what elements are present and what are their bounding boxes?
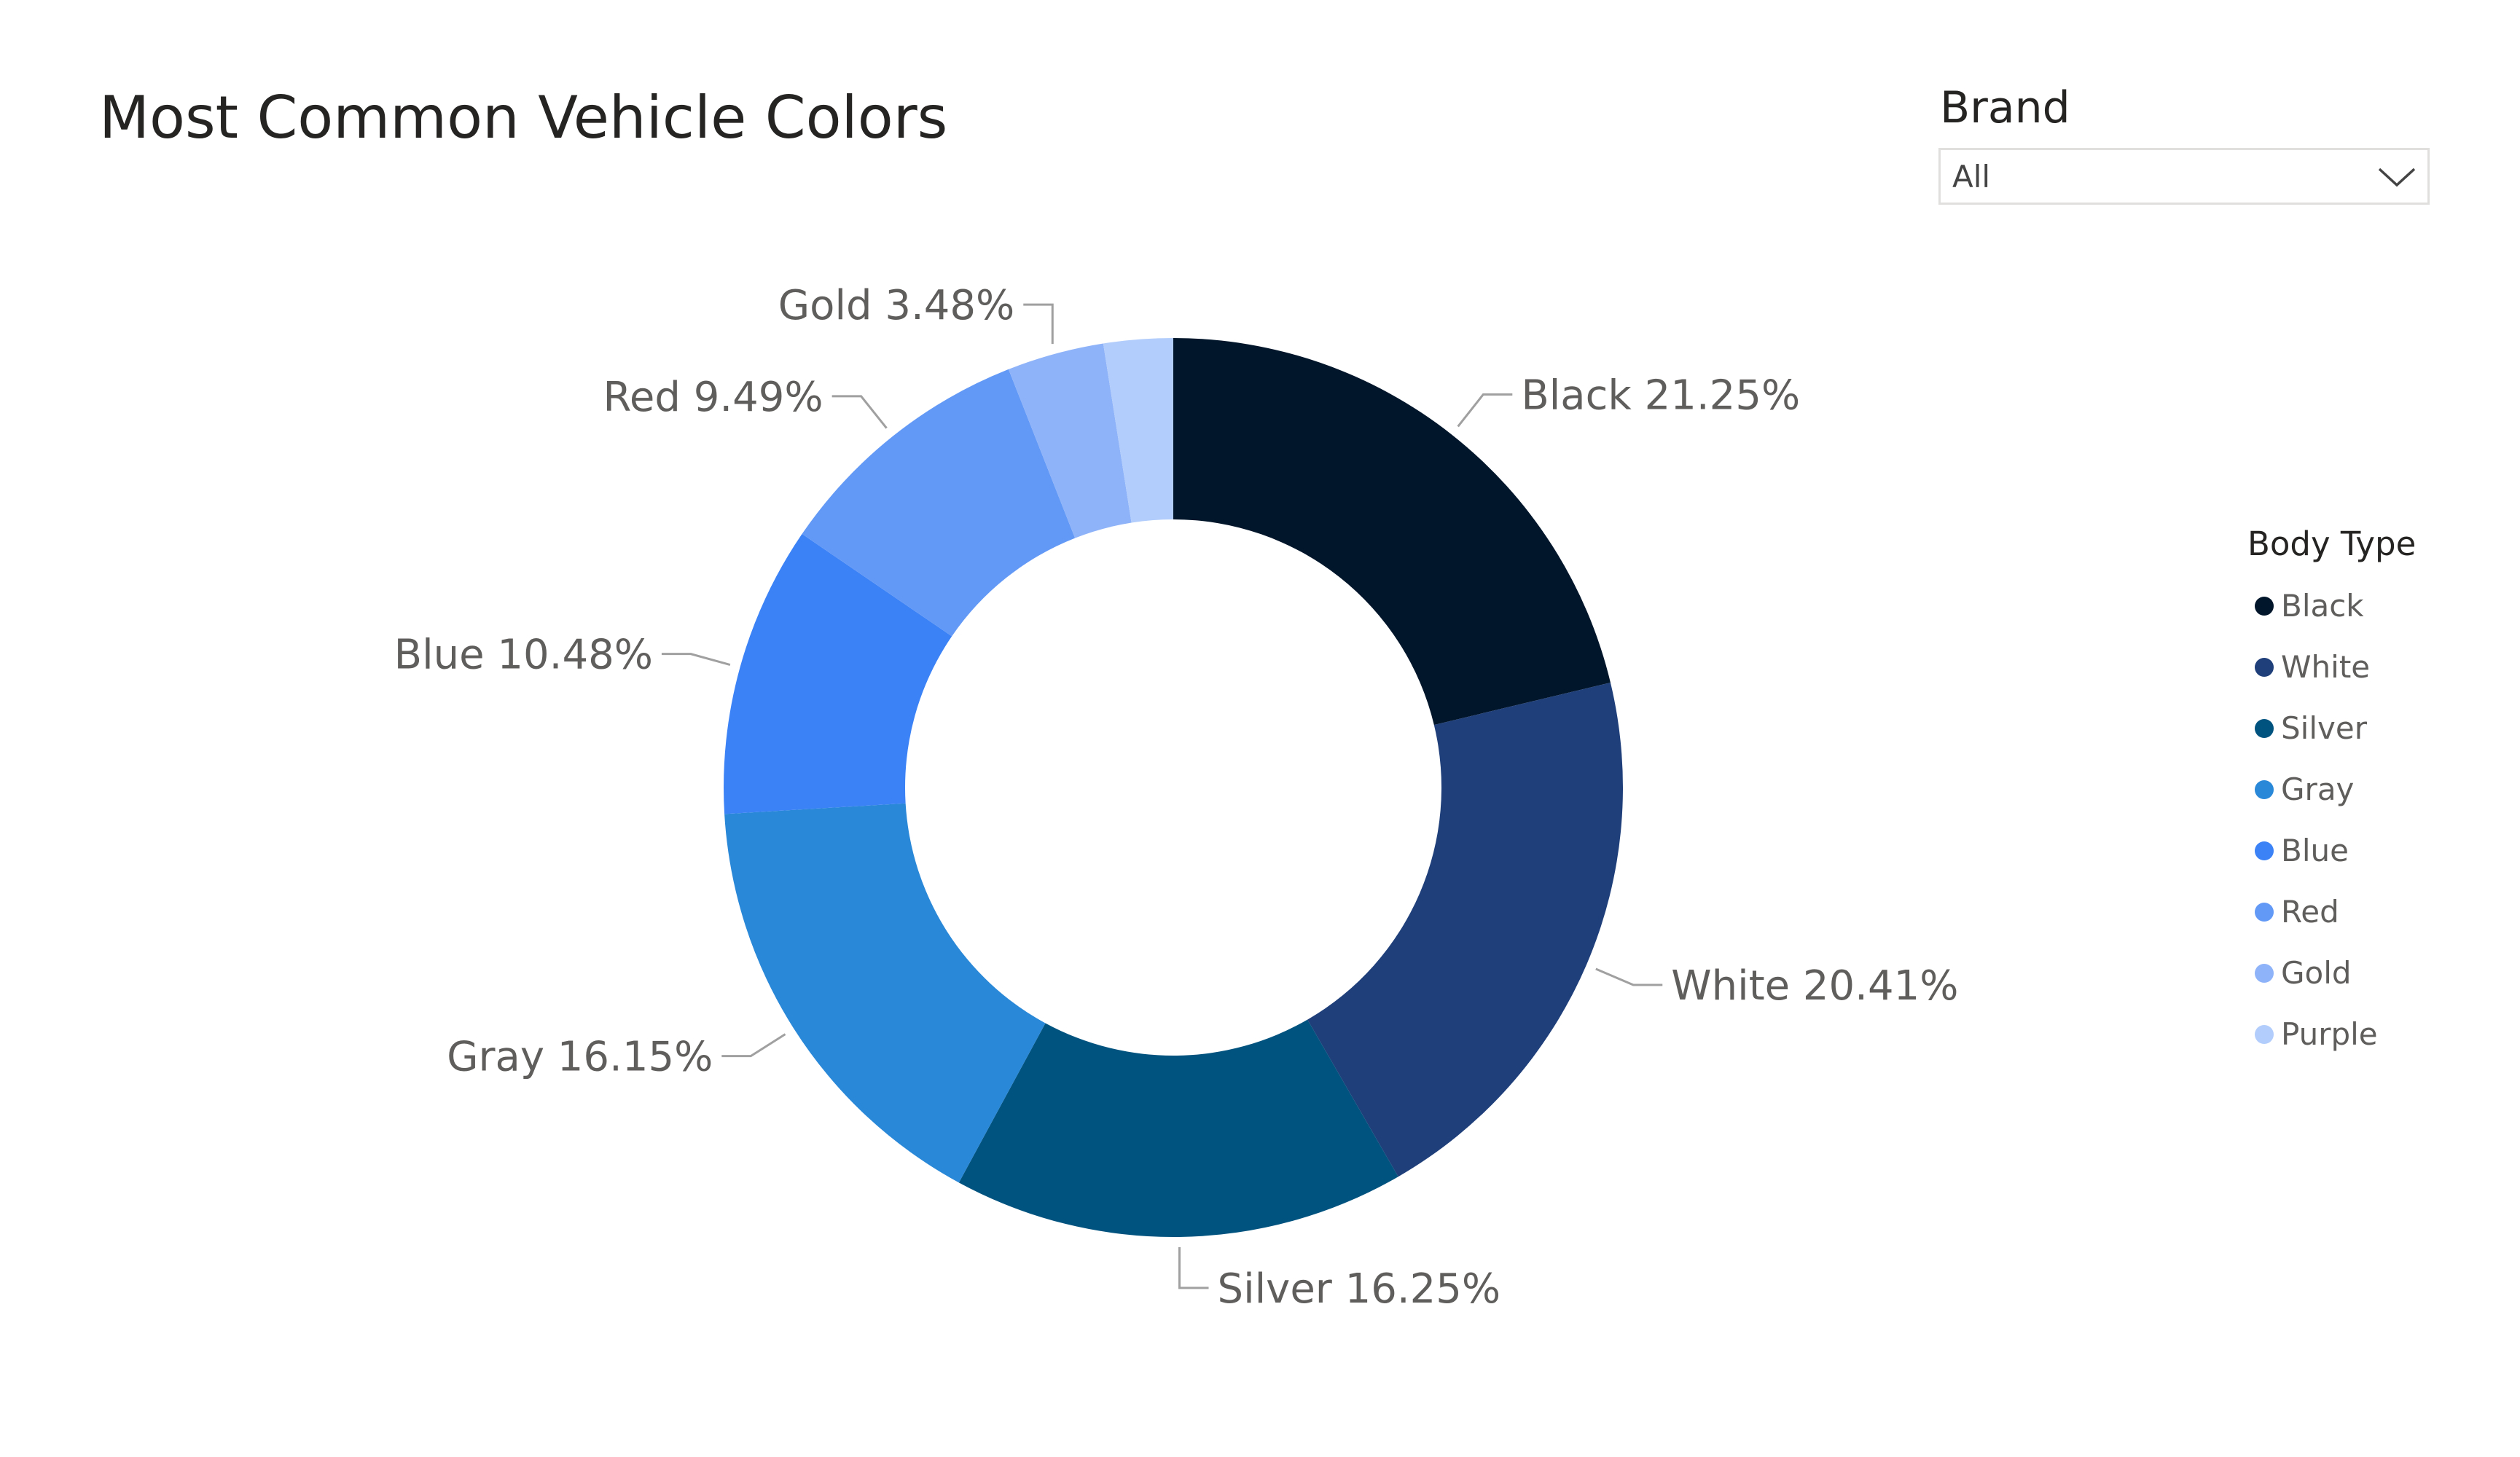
data-label-blue: Blue 10.48%	[394, 632, 653, 679]
leader-line-white	[1595, 967, 1663, 986]
legend-dot	[2255, 841, 2274, 860]
data-label-white: White 20.41%	[1671, 962, 1958, 1010]
legend-item-gold[interactable]: Gold	[2247, 943, 2416, 1004]
slice-silver[interactable]	[958, 1019, 1398, 1237]
legend-dot	[2255, 719, 2274, 738]
legend-label: White	[2281, 649, 2371, 685]
chart-title: Most Common Vehicle Colors	[99, 84, 948, 152]
legend-label: Blue	[2281, 833, 2349, 868]
legend-label: Gray	[2281, 771, 2355, 807]
leader-line-silver	[1178, 1246, 1209, 1289]
brand-dropdown[interactable]: All	[1938, 148, 2430, 205]
legend-label: Black	[2281, 588, 2364, 624]
leader-line-red	[831, 395, 888, 429]
leader-lines	[661, 303, 1663, 1289]
legend-label: Silver	[2281, 710, 2367, 746]
legend-item-white[interactable]: White	[2247, 637, 2416, 698]
data-label-gray: Gray 16.15%	[447, 1034, 713, 1081]
legend-item-silver[interactable]: Silver	[2247, 698, 2416, 759]
legend-label: Red	[2281, 894, 2339, 930]
slice-gray[interactable]	[724, 803, 1046, 1183]
data-label-red: Red 9.49%	[603, 374, 823, 421]
leader-line-blue	[661, 653, 731, 667]
chevron-down-icon	[2378, 168, 2416, 187]
slice-red[interactable]	[802, 369, 1076, 637]
leader-line-black	[1457, 393, 1513, 428]
data-label-gold: Gold 3.48%	[778, 282, 1014, 329]
legend-dot	[2255, 964, 2274, 983]
legend-dot	[2255, 1025, 2274, 1044]
legend-dot	[2255, 903, 2274, 922]
data-labels: Black 21.25% White 20.41% Silver 16.25% Gra…	[394, 282, 1959, 1313]
legend-label: Purple	[2281, 1016, 2378, 1052]
leader-line-gray	[721, 1033, 786, 1058]
legend-dot	[2255, 597, 2274, 616]
data-label-black: Black 21.25%	[1521, 372, 1800, 419]
slice-black[interactable]	[1173, 338, 1611, 726]
legend-items: Black White Silver Gray Blue Red Gold Purple	[2247, 576, 2416, 1065]
slice-gold[interactable]	[1008, 343, 1132, 538]
slice-white[interactable]	[1307, 682, 1623, 1177]
brand-slicer-title: Brand	[1940, 82, 2070, 133]
legend-dot	[2255, 780, 2274, 799]
legend-item-black[interactable]: Black	[2247, 576, 2416, 637]
legend-item-blue[interactable]: Blue	[2247, 820, 2416, 881]
slice-blue[interactable]	[724, 533, 952, 814]
donut-slices	[724, 338, 1623, 1237]
slice-purple[interactable]	[1103, 338, 1173, 523]
legend-title: Body Type	[2247, 525, 2417, 563]
legend: Body Type Black White Silver Gray Blue Red Gol…	[2247, 522, 2416, 1065]
legend-item-red[interactable]: Red	[2247, 881, 2416, 943]
brand-dropdown-value: All	[1952, 159, 1991, 195]
leader-line-gold	[1023, 303, 1054, 345]
legend-dot	[2255, 658, 2274, 677]
legend-item-gray[interactable]: Gray	[2247, 759, 2416, 820]
legend-item-purple[interactable]: Purple	[2247, 1004, 2416, 1065]
data-label-silver: Silver 16.25%	[1218, 1265, 1501, 1313]
legend-label: Gold	[2281, 955, 2352, 991]
